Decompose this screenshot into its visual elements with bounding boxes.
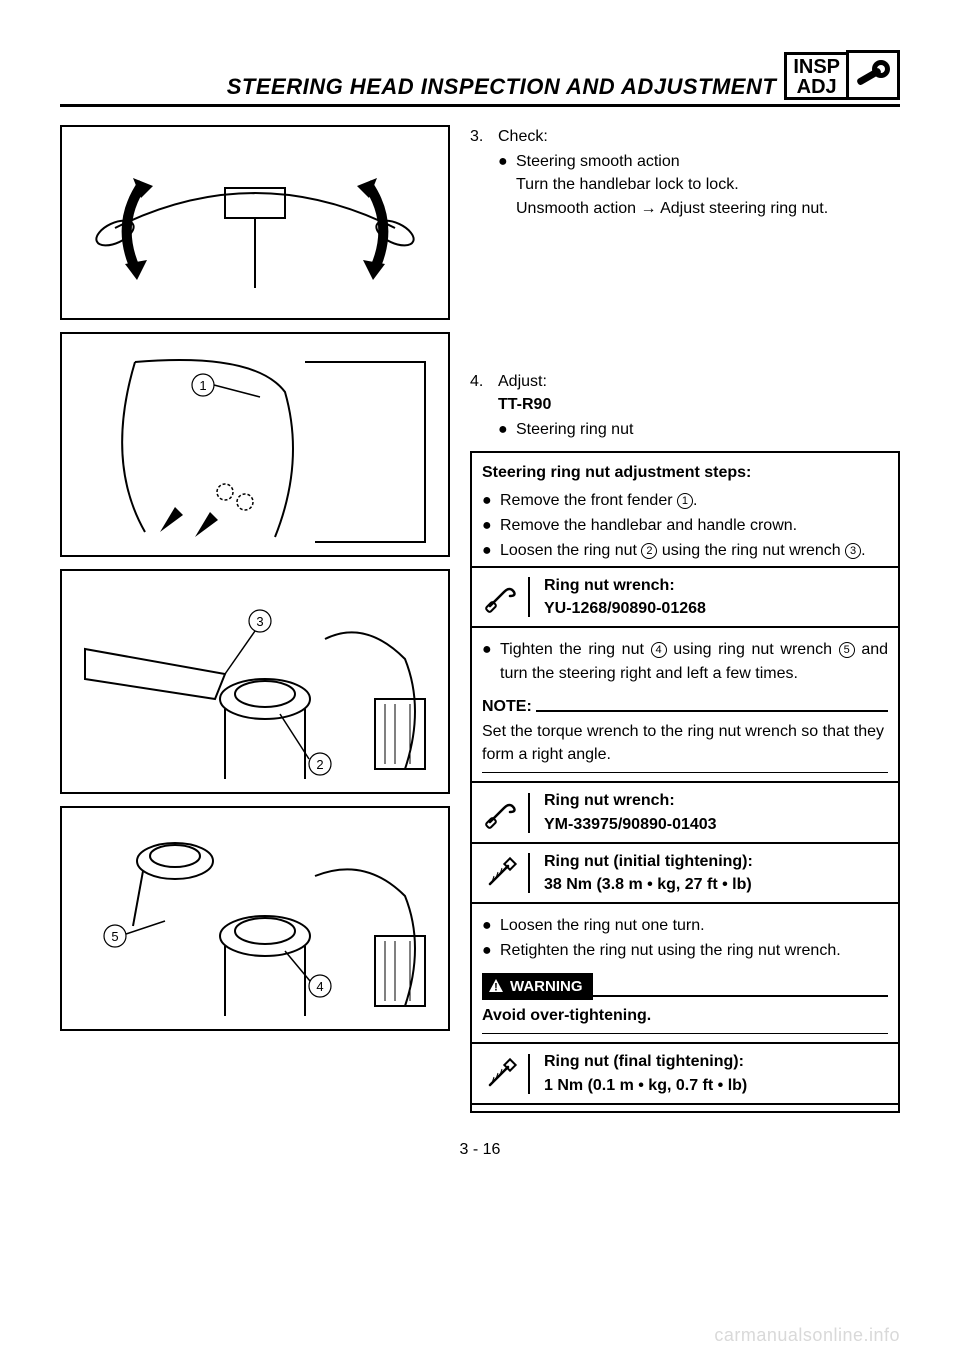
page-title: STEERING HEAD INSPECTION AND ADJUSTMENT xyxy=(227,74,777,100)
step-3-line2a: Unsmooth action xyxy=(516,200,641,217)
step-3-line1: Turn the handlebar lock to lock. xyxy=(516,173,900,196)
torque-wrench-icon xyxy=(482,1054,530,1094)
panel-b4b: using ring nut wrench xyxy=(667,641,839,658)
tool-row-4: Ring nut (final tightening): 1 Nm (0.1 m… xyxy=(472,1042,898,1104)
svg-text:4: 4 xyxy=(316,979,323,994)
panel-b4a: Tighten the ring nut xyxy=(500,641,651,658)
note-rule xyxy=(536,710,888,712)
step-3-number: 3. xyxy=(470,125,498,220)
svg-text:3: 3 xyxy=(256,614,263,629)
panel-b3c: . xyxy=(861,542,865,559)
bullet-dot: ● xyxy=(482,489,500,512)
step-4: 4. Adjust: TT-R90 ● Steering ring nut St… xyxy=(470,370,900,1113)
hook-wrench-icon xyxy=(482,577,530,617)
arrow-icon: → xyxy=(641,200,657,217)
panel-b3: Loosen the ring nut 2 using the ring nut… xyxy=(500,539,888,562)
warning-label: WARNING xyxy=(510,976,583,998)
section-badge-top: INSP xyxy=(793,57,840,77)
step-4-bullet: Steering ring nut xyxy=(516,418,900,441)
circled-3: 3 xyxy=(845,543,861,559)
tool3-value: 38 Nm (3.8 m • kg, 27 ft • lb) xyxy=(544,873,888,896)
section-badge: INSP ADJ xyxy=(784,52,849,100)
svg-text:5: 5 xyxy=(111,929,118,944)
tool3-title: Ring nut (initial tightening): xyxy=(544,850,888,873)
tool1-value: YU-1268/90890-01268 xyxy=(544,597,888,620)
bullet-dot: ● xyxy=(498,150,516,220)
step-3-line2b: Adjust steering ring nut. xyxy=(657,200,829,217)
warning-triangle-icon: ! xyxy=(488,978,504,994)
panel-b1: Remove the front fender 1. xyxy=(500,489,888,512)
warning-block: ! WARNING Avoid over-tightening. xyxy=(472,967,898,1037)
panel-b1a: Remove the front fender xyxy=(500,492,677,509)
warning-rule xyxy=(593,995,889,997)
figure-4: 5 4 xyxy=(60,806,450,1031)
step-4-label: Adjust: xyxy=(498,370,900,393)
ring-nut-loosen-icon: 3 2 xyxy=(75,579,435,784)
panel-b3a: Loosen the ring nut xyxy=(500,542,641,559)
figure-2: 1 xyxy=(60,332,450,557)
panel-b4: Tighten the ring nut 4 using ring nut wr… xyxy=(500,638,888,684)
content-area: 1 3 xyxy=(60,125,900,1113)
tool2-title: Ring nut wrench: xyxy=(544,789,888,812)
figures-column: 1 3 xyxy=(60,125,450,1113)
front-fender-icon: 1 xyxy=(75,342,435,547)
tool-row-3: Ring nut (initial tightening): 38 Nm (3.… xyxy=(472,844,898,904)
tool-row-1: Ring nut wrench: YU-1268/90890-01268 xyxy=(472,566,898,628)
tool4-title: Ring nut (final tightening): xyxy=(544,1050,888,1073)
circled-4: 4 xyxy=(651,642,667,658)
bullet-dot: ● xyxy=(482,939,500,962)
panel-b1b: . xyxy=(693,492,697,509)
panel-b2: Remove the handlebar and handle crown. xyxy=(500,514,888,537)
tool-row-2: Ring nut wrench: YM-33975/90890-01403 xyxy=(472,781,898,843)
svg-text:!: ! xyxy=(494,982,498,994)
warning-body: Avoid over-tightening. xyxy=(482,1004,888,1027)
bullet-dot: ● xyxy=(482,514,500,537)
page-number: 3 - 16 xyxy=(60,1141,900,1159)
bullet-dot: ● xyxy=(482,539,500,562)
bullet-dot: ● xyxy=(498,418,516,441)
step-3-line2: Unsmooth action → Adjust steering ring n… xyxy=(516,197,900,220)
step-4-model: TT-R90 xyxy=(498,393,900,416)
svg-text:1: 1 xyxy=(199,378,206,393)
step-3: 3. Check: ● Steering smooth action Turn … xyxy=(470,125,900,220)
panel-b6: Retighten the ring nut using the ring nu… xyxy=(500,939,888,962)
panel-b5: Loosen the ring nut one turn. xyxy=(500,914,888,937)
circled-2: 2 xyxy=(641,543,657,559)
section-icon-box xyxy=(846,50,900,100)
warning-badge: ! WARNING xyxy=(482,973,593,1001)
watermark: carmanualsonline.info xyxy=(714,1325,900,1346)
figure-3: 3 2 xyxy=(60,569,450,794)
step-4-number: 4. xyxy=(470,370,498,442)
bullet-dot: ● xyxy=(482,914,500,937)
handlebar-sweep-icon xyxy=(75,138,435,308)
svg-text:2: 2 xyxy=(316,757,323,772)
note-body: Set the torque wrench to the ring nut wr… xyxy=(482,720,888,766)
step-3-bullet-title: Steering smooth action xyxy=(516,150,900,173)
adjustment-steps-panel: Steering ring nut adjustment steps: ● Re… xyxy=(470,451,900,1113)
circled-1: 1 xyxy=(677,493,693,509)
page-header: STEERING HEAD INSPECTION AND ADJUSTMENT … xyxy=(60,50,900,107)
step-3-label: Check: xyxy=(498,125,900,148)
wrench-target-icon xyxy=(853,55,893,95)
hook-wrench-icon xyxy=(482,793,530,833)
panel-title: Steering ring nut adjustment steps: xyxy=(482,461,888,484)
bullet-dot: ● xyxy=(482,638,500,684)
figure-1 xyxy=(60,125,450,320)
tool1-title: Ring nut wrench: xyxy=(544,574,888,597)
text-column: 3. Check: ● Steering smooth action Turn … xyxy=(470,125,900,1113)
panel-b3b: using the ring nut wrench xyxy=(657,542,845,559)
note-end-rule xyxy=(482,772,888,773)
circled-5: 5 xyxy=(839,642,855,658)
note-label: NOTE: xyxy=(482,695,532,718)
section-badge-bottom: ADJ xyxy=(797,77,837,97)
torque-wrench-icon xyxy=(482,853,530,893)
note-block: NOTE: Set the torque wrench to the ring … xyxy=(472,689,898,776)
ring-nut-tighten-icon: 5 4 xyxy=(75,816,435,1021)
tool2-value: YM-33975/90890-01403 xyxy=(544,813,888,836)
warning-end-rule xyxy=(482,1033,888,1034)
tool4-value: 1 Nm (0.1 m • kg, 0.7 ft • lb) xyxy=(544,1074,888,1097)
